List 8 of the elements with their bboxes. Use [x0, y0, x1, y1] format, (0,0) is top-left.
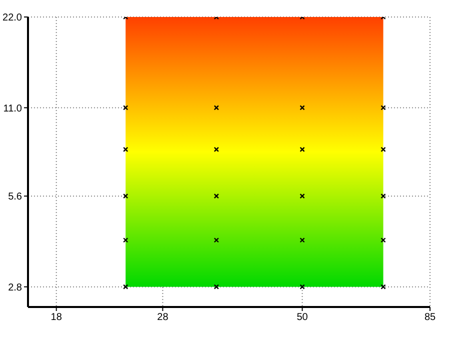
x-tick-label: 85: [424, 312, 436, 324]
x-tick-label: 50: [296, 312, 308, 324]
y-tick-label: 22.0: [2, 12, 22, 24]
y-tick-label: 5.6: [8, 192, 22, 203]
x-tick-label: 28: [157, 312, 169, 324]
x-tick-label: 18: [50, 312, 62, 324]
y-tick-label: 11.0: [3, 103, 22, 114]
y-tick-label: 2.8: [8, 282, 22, 294]
